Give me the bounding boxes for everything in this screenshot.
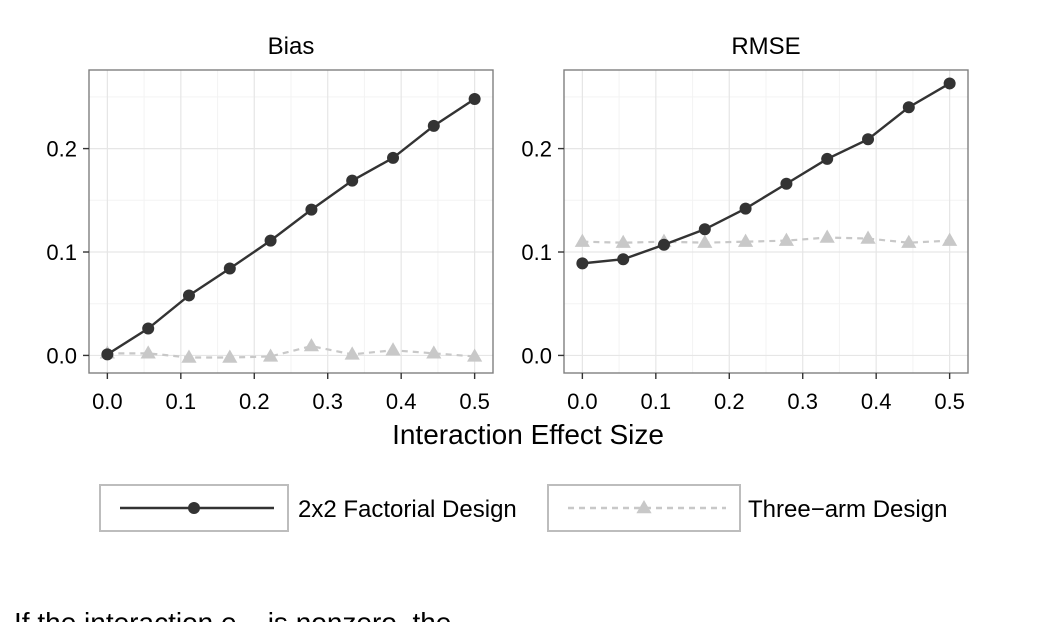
- y-tick-label: 0.1: [521, 240, 552, 265]
- x-axis-title: Interaction Effect Size: [392, 419, 664, 450]
- data-point: [264, 234, 277, 247]
- y-tick-label: 0.2: [521, 137, 552, 162]
- gridlines: [89, 70, 493, 373]
- legend-label: Three−arm Design: [748, 496, 947, 523]
- data-point: [657, 238, 670, 251]
- x-tick-label: 0.1: [166, 389, 197, 414]
- x-tick-label: 0.5: [459, 389, 490, 414]
- x-tick-label: 0.4: [386, 389, 417, 414]
- panel-rmse: RMSE 0.0 0.1 0.2 0.0 0.1 0.2 0.3 0.4 0.5: [521, 33, 969, 414]
- legend-label: 2x2 Factorial Design: [298, 496, 517, 523]
- data-point: [576, 257, 589, 270]
- x-tick-label: 0.3: [787, 389, 818, 414]
- x-tick-label: 0.0: [92, 389, 123, 414]
- legend-key-marker: [636, 500, 652, 514]
- x-axis: 0.0 0.1 0.2 0.3 0.4 0.5: [567, 373, 965, 414]
- data-point: [862, 133, 875, 146]
- data-point: [901, 234, 917, 248]
- data-point: [697, 234, 713, 248]
- caption-text: If the interaction e... is nonzero, the: [14, 607, 451, 622]
- data-point: [737, 233, 754, 247]
- data-point: [617, 253, 630, 266]
- gridlines: [564, 70, 968, 373]
- data-point: [182, 289, 195, 302]
- x-tick-label: 0.3: [312, 389, 343, 414]
- data-point: [346, 174, 359, 187]
- data-point: [385, 342, 401, 356]
- panel-border: [88, 69, 494, 374]
- legend-item-three-arm: Three−arm Design: [547, 484, 947, 532]
- data-point: [262, 348, 279, 362]
- data-point: [821, 152, 834, 165]
- data-point: [305, 203, 318, 216]
- data-point: [942, 232, 958, 246]
- x-tick-label: 0.4: [861, 389, 892, 414]
- data-point: [902, 101, 915, 114]
- data-point: [467, 348, 483, 362]
- series-factorial: [101, 92, 481, 361]
- series-factorial: [576, 77, 956, 270]
- legend-item-factorial: 2x2 Factorial Design: [99, 484, 517, 532]
- panel-title: Bias: [268, 33, 315, 60]
- x-tick-label: 0.5: [934, 389, 965, 414]
- y-tick-label: 0.1: [46, 240, 77, 265]
- data-point: [860, 230, 876, 244]
- data-point: [101, 348, 114, 361]
- data-point: [181, 349, 197, 363]
- data-point: [780, 177, 793, 190]
- legend-key-marker: [188, 502, 200, 514]
- series-line: [107, 344, 475, 359]
- data-point: [427, 119, 440, 132]
- data-point: [303, 338, 320, 352]
- y-axis: 0.0 0.1 0.2: [521, 137, 564, 368]
- data-point: [698, 223, 711, 236]
- y-axis: 0.0 0.1 0.2: [46, 137, 89, 368]
- panel-title: RMSE: [731, 33, 800, 60]
- data-point: [387, 151, 400, 164]
- series-three-arm: [99, 338, 483, 363]
- series-three-arm: [574, 229, 958, 248]
- y-tick-label: 0.0: [46, 343, 77, 368]
- x-tick-label: 0.2: [239, 389, 270, 414]
- data-point: [615, 234, 631, 248]
- data-point: [222, 349, 238, 363]
- x-tick-label: 0.0: [567, 389, 598, 414]
- data-point: [819, 229, 835, 243]
- data-point: [223, 262, 236, 275]
- x-tick-label: 0.2: [714, 389, 745, 414]
- data-point: [574, 233, 590, 247]
- series-line: [106, 97, 476, 356]
- data-point: [142, 322, 155, 335]
- data-point: [739, 202, 752, 215]
- data-point: [140, 345, 156, 359]
- data-point: [468, 92, 481, 105]
- series-line: [582, 82, 951, 265]
- x-tick-label: 0.1: [641, 389, 672, 414]
- panel-bias: Bias 0.0 0.1 0.2 0.0 0.1 0.2 0.3 0.4 0.5: [46, 33, 494, 414]
- data-point: [426, 345, 442, 359]
- data-point: [943, 77, 956, 90]
- data-point: [778, 232, 795, 246]
- y-tick-label: 0.0: [521, 343, 552, 368]
- x-axis: 0.0 0.1 0.2 0.3 0.4 0.5: [92, 373, 490, 414]
- panel-border: [563, 69, 969, 374]
- data-point: [344, 346, 360, 360]
- y-tick-label: 0.2: [46, 137, 77, 162]
